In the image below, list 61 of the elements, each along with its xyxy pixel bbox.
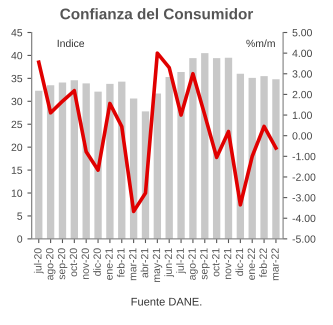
y2-tick-label: -5.00	[292, 235, 316, 243]
x-tick-label: jul-21	[176, 248, 186, 274]
bar	[272, 79, 280, 239]
x-tick-label: nov-20	[82, 248, 89, 280]
y2-tick-label: 0.00	[292, 132, 312, 140]
y-axis-title: Indice	[58, 39, 84, 48]
bar	[35, 90, 42, 239]
y-tick-label: 40	[11, 52, 22, 60]
x-tick-label: abr-21	[140, 248, 148, 278]
y2-tick-label: 1.00	[292, 112, 312, 119]
y2-tick-label: 2.00	[292, 90, 312, 98]
y-tick-label: 20	[12, 144, 22, 152]
y-tick-label: 35	[11, 74, 22, 82]
y2-tick-label: -2.00	[292, 173, 316, 181]
x-tick-label: dic-21	[236, 248, 244, 276]
x-tick-label: oct-20	[70, 248, 78, 276]
x-tick-label: mar-21	[129, 248, 136, 280]
x-tick-label: oct-21	[212, 248, 220, 276]
x-tick-label: mar-22	[271, 248, 279, 280]
y2-tick-label: -4.00	[292, 214, 316, 222]
bar	[166, 76, 173, 239]
y-tick-label: 5	[17, 212, 22, 220]
x-tick-label: feb-21	[116, 248, 125, 278]
y-tick-label: 30	[11, 98, 22, 106]
y2-tick-label: 4.00	[292, 50, 312, 58]
bar	[212, 58, 220, 239]
y2-tick-label: 5.00	[292, 29, 312, 36]
bar	[154, 93, 162, 239]
x-tick-label: may-21	[152, 248, 162, 282]
bar	[201, 53, 208, 239]
x-tick-label: ago-21	[188, 248, 198, 280]
y2-tick-label: -3.00	[292, 194, 316, 202]
bar	[248, 78, 256, 239]
y2-axis-title: %m/m	[246, 39, 275, 48]
x-tick-label: ago-20	[46, 248, 56, 280]
bar	[46, 85, 54, 239]
y2-tick-label: 3.00	[292, 70, 312, 78]
x-tick-label: jun-21	[164, 248, 174, 278]
y-tick-label: 15	[12, 166, 22, 174]
x-tick-label: sep-20	[58, 248, 68, 280]
x-tick-label: sep-21	[200, 248, 210, 280]
line-series	[36, 51, 278, 214]
bar	[58, 82, 66, 239]
x-tick-label: dic-20	[93, 248, 101, 276]
bar	[189, 58, 197, 239]
x-tick-label: nov-21	[224, 248, 232, 280]
bar	[260, 76, 268, 239]
y-tick-label: 0	[17, 235, 22, 243]
y-tick-label: 45	[11, 29, 22, 36]
chart-title: Confianza del Consumidor	[60, 8, 254, 20]
y-tick-label: 10	[12, 190, 22, 197]
y2-tick-label: -1.00	[292, 152, 316, 160]
x-tick-label: ene-21	[105, 248, 113, 280]
bar	[82, 83, 90, 239]
bar	[106, 84, 114, 239]
x-tick-label: ene-22	[248, 248, 256, 280]
source-note: Fuente DANE.	[132, 298, 202, 306]
y-tick-label: 25	[12, 120, 22, 128]
x-tick-label: feb-22	[259, 248, 267, 278]
x-tick-label: jul-20	[34, 248, 44, 274]
bar	[70, 80, 78, 239]
